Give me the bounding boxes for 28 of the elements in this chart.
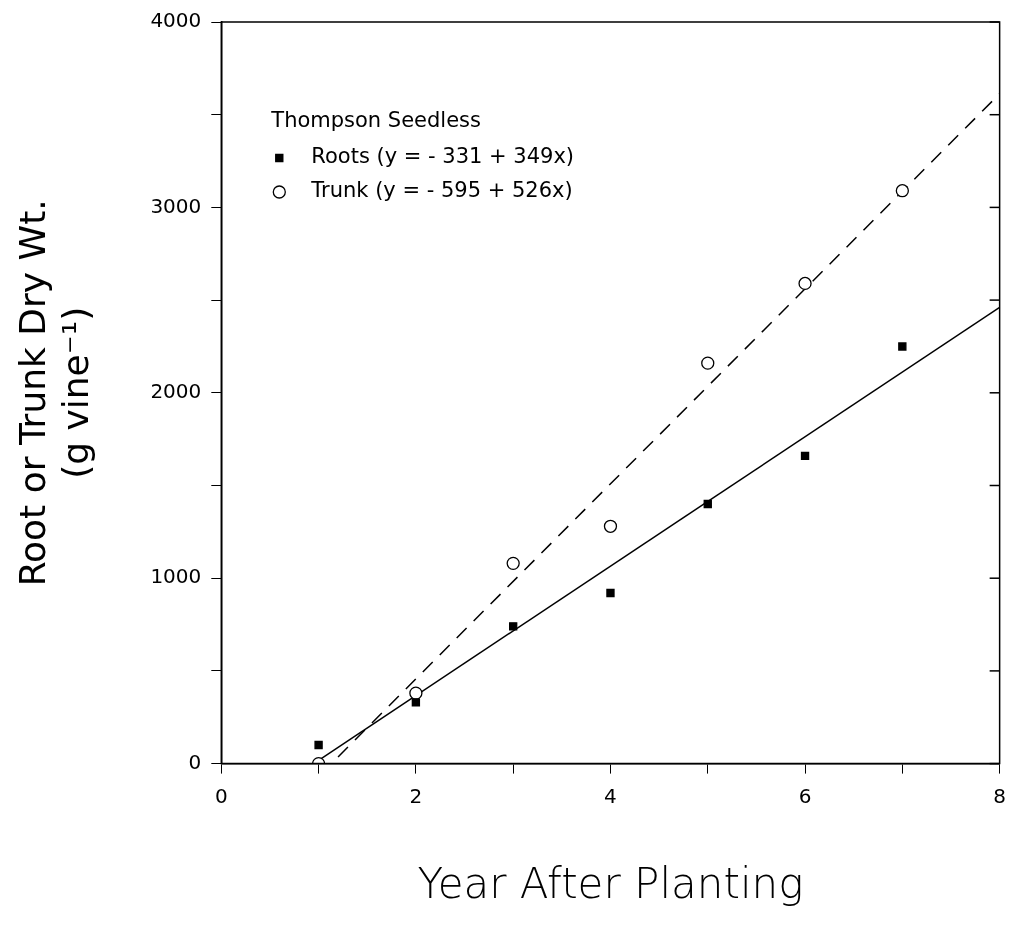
point	[506, 556, 520, 571]
point	[606, 588, 615, 598]
point	[508, 622, 518, 631]
y-tick-label: 1000	[150, 564, 202, 589]
x-tick-label: 4	[604, 783, 617, 808]
y-tick-label: 2000	[150, 379, 202, 403]
y-tick-label: 3000	[150, 193, 202, 218]
point	[603, 519, 618, 533]
point	[800, 451, 810, 461]
y-axis-title: Root or Trunk Dry Wt. (g vine⁻¹)	[11, 199, 97, 587]
legend-label: Roots (y = - 331 + 349x)	[311, 144, 575, 169]
point	[701, 356, 715, 370]
x-tick-label: 0	[214, 783, 228, 808]
legend-title: Thompson Seedless	[270, 108, 481, 133]
point	[314, 740, 323, 750]
point	[798, 276, 812, 291]
point	[895, 184, 909, 198]
x-axis-title: Year After Planting	[417, 858, 804, 908]
y-tick-label: 0	[188, 749, 202, 774]
legend-label: Trunk (y = - 595 + 526x)	[310, 178, 573, 203]
point	[703, 499, 712, 509]
point	[411, 698, 421, 707]
x-tick-label: 8	[993, 783, 1006, 808]
x-tick-label: 6	[798, 783, 812, 808]
point	[898, 342, 907, 351]
point	[409, 686, 423, 700]
x-tick-label: 2	[409, 783, 423, 808]
y-tick-label: 4000	[150, 8, 202, 33]
